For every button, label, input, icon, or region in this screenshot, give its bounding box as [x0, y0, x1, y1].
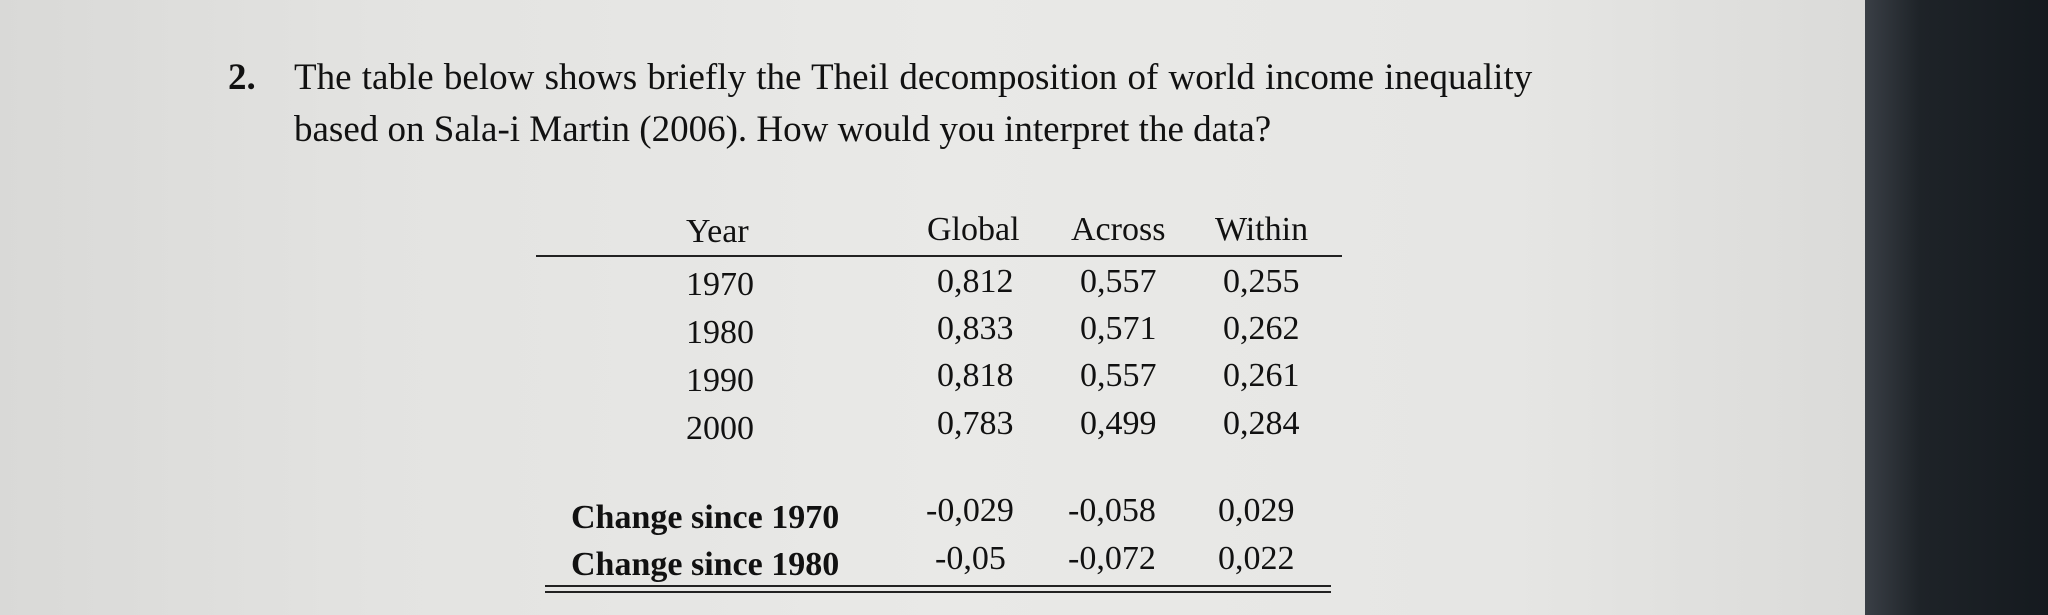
question-text-line-2: based on Sala-i Martin (2006). How would…: [294, 109, 1272, 150]
summary-cell-across: -0,058: [1068, 492, 1156, 529]
summary-cell-global: -0,05: [935, 540, 1006, 577]
background-shadow: [1865, 0, 2048, 615]
table-row-year: 1980: [686, 314, 754, 351]
question-number: 2.: [228, 57, 256, 98]
table-row-year: 1970: [686, 266, 754, 303]
table-cell-across: 0,499: [1080, 405, 1157, 442]
summary-row-label: Change since 1980: [571, 546, 840, 583]
table-cell-within: 0,284: [1223, 405, 1300, 442]
header-within: Within: [1215, 211, 1309, 248]
summary-cell-across: -0,072: [1068, 540, 1156, 577]
header-rule: [536, 255, 1342, 257]
table-row-year: 1990: [686, 362, 754, 399]
table-cell-across: 0,557: [1080, 357, 1157, 394]
table-cell-across: 0,571: [1080, 310, 1157, 347]
table-cell-within: 0,261: [1223, 357, 1300, 394]
table-row-year: 2000: [686, 410, 754, 447]
bottom-rule-bottom: [545, 591, 1331, 593]
table-cell-global: 0,812: [937, 263, 1014, 300]
paper-page: 2. The table below shows briefly the The…: [0, 0, 1885, 615]
bottom-rule-top: [545, 585, 1331, 587]
header-across: Across: [1071, 211, 1166, 248]
table-cell-across: 0,557: [1080, 263, 1157, 300]
table-cell-within: 0,262: [1223, 310, 1300, 347]
summary-row-label: Change since 1970: [571, 499, 840, 536]
header-year: Year: [686, 213, 749, 250]
header-global: Global: [927, 211, 1020, 248]
summary-cell-within: 0,029: [1218, 492, 1295, 529]
table-cell-global: 0,818: [937, 357, 1014, 394]
summary-cell-global: -0,029: [926, 492, 1014, 529]
summary-cell-within: 0,022: [1218, 540, 1295, 577]
question-text-line-1: The table below shows briefly the Theil …: [294, 57, 1533, 98]
table-cell-global: 0,833: [937, 310, 1014, 347]
table-cell-within: 0,255: [1223, 263, 1300, 300]
table-cell-global: 0,783: [937, 405, 1014, 442]
